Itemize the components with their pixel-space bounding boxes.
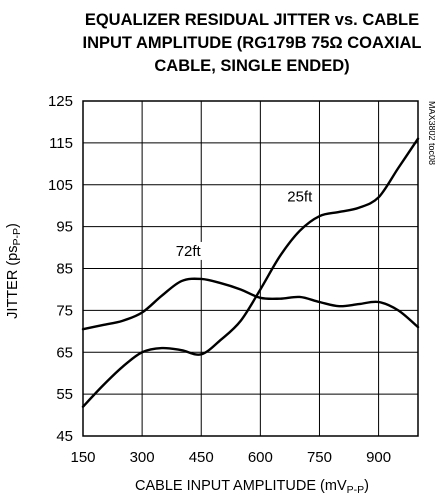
x-tick-label: 750 bbox=[307, 449, 332, 466]
y-tick-label: 55 bbox=[56, 386, 73, 403]
series-lines bbox=[83, 139, 418, 407]
x-axis-label: CABLE INPUT AMPLITUDE (mVP-P) bbox=[135, 478, 369, 496]
y-tick-labels: 45 55 65 75 85 95 105 115 125 bbox=[48, 93, 73, 445]
y-tick-label: 45 bbox=[56, 428, 73, 445]
y-tick-label: 125 bbox=[48, 93, 73, 110]
series-line-25ft bbox=[83, 139, 418, 407]
y-tick-label: 95 bbox=[56, 219, 73, 236]
x-tick-label: 600 bbox=[248, 449, 273, 466]
x-tick-label: 300 bbox=[130, 449, 155, 466]
chart-title: EQUALIZER RESIDUAL JITTER vs. CABLE INPUT… bbox=[83, 11, 422, 75]
series-label-25ft: 25ft bbox=[287, 189, 313, 206]
y-tick-label: 105 bbox=[48, 177, 73, 194]
x-tick-labels: 150 300 450 600 750 900 bbox=[70, 449, 391, 466]
y-tick-label: 65 bbox=[56, 344, 73, 361]
x-tick-label: 450 bbox=[189, 449, 214, 466]
title-line-1: EQUALIZER RESIDUAL JITTER vs. CABLE bbox=[85, 11, 419, 29]
y-tick-label: 115 bbox=[49, 135, 73, 152]
x-tick-label: 150 bbox=[70, 449, 95, 466]
figure-code: MAX3802 toc08 bbox=[427, 101, 435, 165]
y-axis-label: JITTER (psP-P) bbox=[5, 223, 23, 319]
series-labels: 72ft 25ft bbox=[170, 188, 318, 260]
series-label-72ft: 72ft bbox=[176, 243, 202, 260]
y-tick-label: 85 bbox=[56, 261, 73, 278]
grid bbox=[83, 101, 418, 436]
title-line-3: CABLE, SINGLE ENDED) bbox=[154, 57, 349, 75]
title-line-2: INPUT AMPLITUDE (RG179B 75Ω COAXIAL bbox=[83, 34, 422, 52]
y-tick-label: 75 bbox=[56, 302, 73, 319]
x-tick-label: 900 bbox=[366, 449, 391, 466]
